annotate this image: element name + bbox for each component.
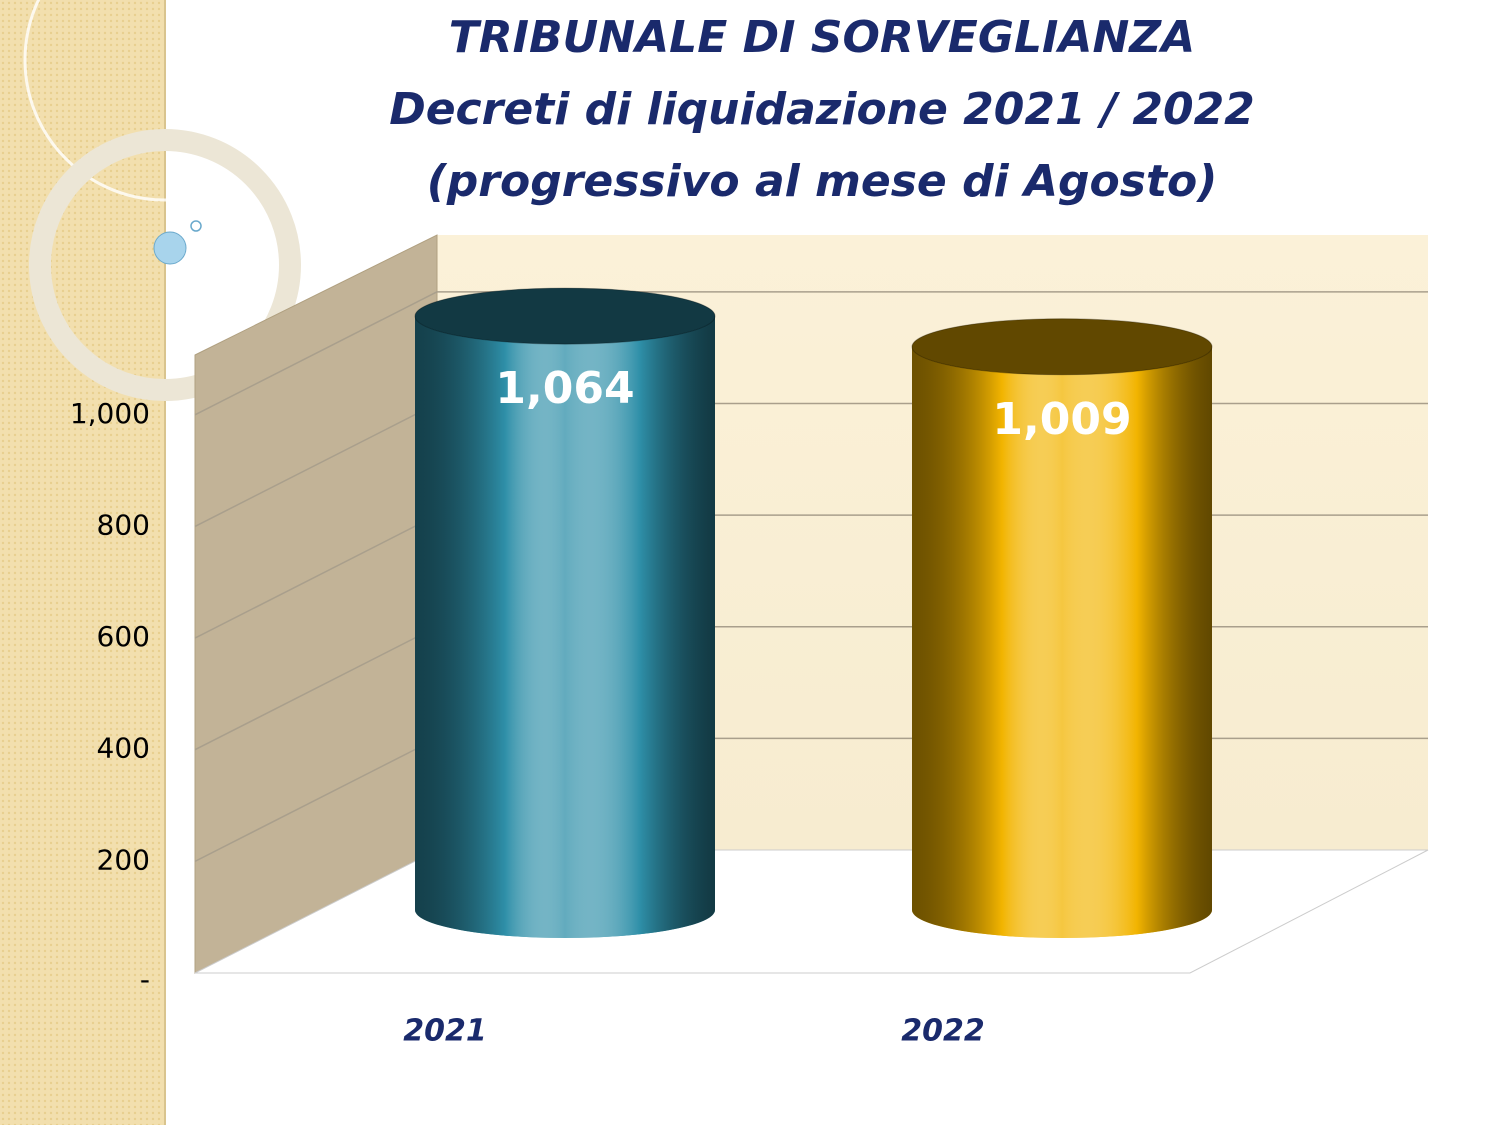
chart-subtitle: Decreti di liquidazione 2021 / 2022 [389,84,1255,135]
y-tick-label: - [140,963,150,996]
y-tick-label: 800 [97,508,150,541]
bar [414,287,716,938]
value-label: 1,064 [495,363,634,414]
bar [911,318,1213,938]
y-tick-label: 200 [97,843,150,876]
x-tick-label: 2021 [403,1014,487,1049]
grid-line [194,626,438,751]
x-tick-label: 2022 [901,1014,985,1049]
grid-line [194,737,438,863]
plot-walls [194,234,1429,974]
chart-title: TRIBUNALE DI SORVEGLIANZA [449,12,1195,63]
value-label: 1,009 [992,394,1131,445]
bar-shade [415,316,715,938]
decoration [0,0,307,1125]
grid-line [194,402,438,528]
bar-top-shade [415,288,715,345]
y-tick-label: 400 [97,732,150,765]
grid-line [194,291,438,416]
bar-top-shade [912,318,1212,375]
grid-line [194,514,438,639]
y-tick-label: 600 [97,620,150,653]
chart-subtitle: (progressivo al mese di Agosto) [427,156,1218,207]
bar-shade [912,346,1212,938]
y-tick-label: 1,000 [70,397,150,430]
